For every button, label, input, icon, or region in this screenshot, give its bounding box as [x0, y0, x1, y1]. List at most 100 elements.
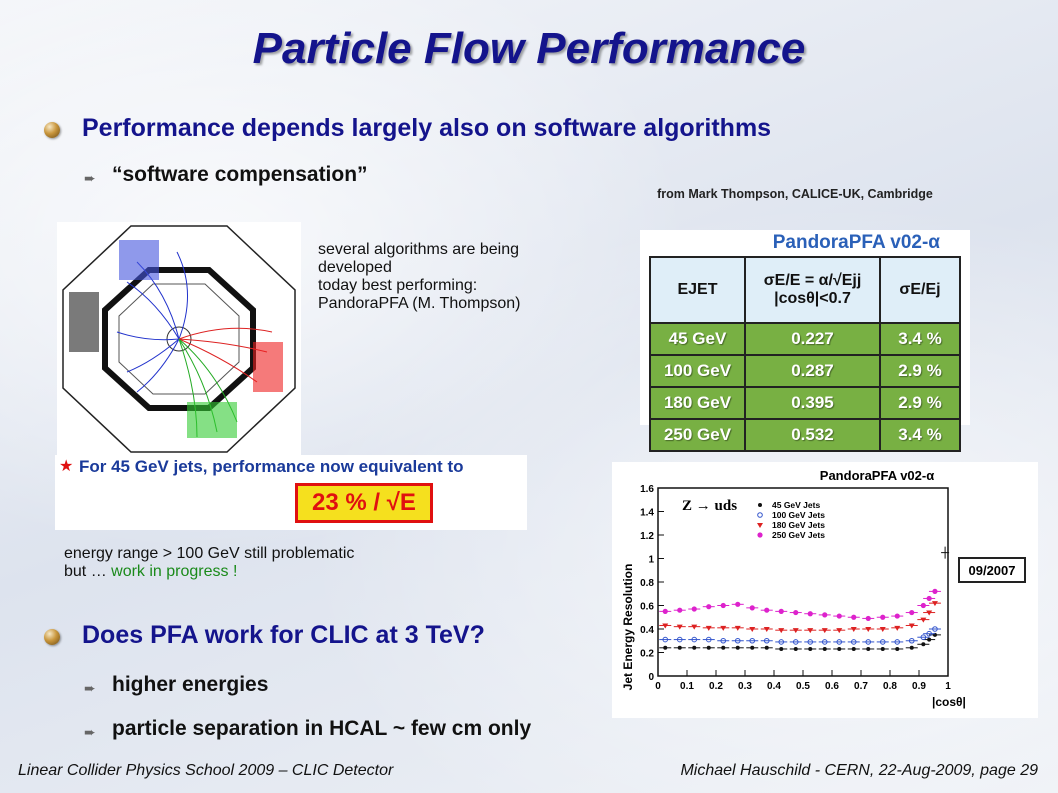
- bullet-2: Does PFA work for CLIC at 3 TeV?: [82, 621, 485, 649]
- progress-text: work in progress !: [111, 563, 238, 580]
- data-point: [866, 646, 871, 651]
- algorithms-note: several algorithms are being developed t…: [318, 241, 521, 312]
- data-point: [735, 601, 741, 607]
- data-point: [850, 639, 857, 645]
- x-tick-label: 0.3: [738, 681, 752, 692]
- data-point: [822, 646, 827, 651]
- data-point: [778, 608, 784, 614]
- date-stamp: 09/2007: [969, 563, 1016, 578]
- data-point: [706, 604, 712, 610]
- header-sigma: σE/Ej: [879, 256, 961, 324]
- data-point: [793, 646, 798, 651]
- data-point: [926, 630, 932, 637]
- data-point: [836, 628, 843, 634]
- page-title: Particle Flow Performance: [252, 24, 806, 73]
- data-point: [749, 637, 756, 644]
- data-point: [662, 636, 669, 643]
- data-point: [879, 639, 886, 645]
- data-point: [778, 628, 785, 634]
- table-row: 45 GeV 0.227 3.4 %: [649, 322, 961, 356]
- sub-bullet-1: “software compensation”: [112, 163, 368, 186]
- performance-box: ★ For 45 GeV jets, performance now equiv…: [55, 455, 527, 530]
- data-point: [779, 646, 784, 651]
- green-cluster: [187, 402, 237, 438]
- y-tick-label: 1.4: [640, 508, 654, 519]
- sub-bullet-2b: particle separation in HCAL ~ few cm onl…: [112, 717, 532, 740]
- y-tick-label: 1: [648, 555, 654, 566]
- legend-marker: [758, 503, 762, 507]
- data-point: [807, 628, 814, 634]
- data-point: [865, 639, 872, 645]
- arrow-icon: ➨: [84, 680, 96, 696]
- data-point: [920, 617, 927, 623]
- legend-label: 100 GeV Jets: [772, 510, 825, 520]
- red-cluster: [253, 342, 283, 392]
- table-title: PandoraPFA v02-α: [772, 232, 940, 253]
- legend-label: 250 GeV Jets: [772, 530, 825, 540]
- data-point: [927, 637, 932, 642]
- data-point: [705, 636, 712, 643]
- x-tick-label: 0.1: [680, 681, 694, 692]
- data-point: [662, 623, 669, 629]
- event-display: [57, 222, 301, 456]
- footer-right: Michael Hauschild - CERN, 22-Aug-2009, p…: [680, 762, 1038, 779]
- x-tick-label: 0.6: [825, 681, 839, 692]
- data-point: [706, 645, 711, 650]
- sub-bullet-2a: higher energies: [112, 673, 269, 696]
- bullet-icon: [44, 629, 60, 645]
- x-tick-label: 0.9: [912, 681, 926, 692]
- performance-note: For 45 GeV jets, performance now equival…: [79, 457, 464, 476]
- chart-annotation: Z → uds: [682, 498, 737, 514]
- data-point: [909, 645, 914, 650]
- resolution-chart: PandoraPFA v02-α Z → uds 09/2007 Jet Ene…: [612, 462, 1038, 718]
- data-point: [836, 639, 843, 645]
- data-point: [865, 615, 871, 622]
- data-point: [895, 646, 900, 651]
- data-point: [851, 646, 856, 651]
- data-point: [836, 613, 842, 619]
- pandora-table-panel: PandoraPFA v02-α EJET σE/E = α/√Ejj |cos…: [640, 230, 970, 452]
- y-tick-label: 0.2: [640, 649, 654, 660]
- data-point: [677, 645, 682, 650]
- x-axis-label: |cosθ|: [932, 695, 966, 709]
- data-point: [691, 636, 698, 643]
- data-point: [734, 637, 741, 644]
- data-point: [821, 639, 828, 645]
- legend-marker: [757, 512, 763, 518]
- legend-marker: [757, 532, 763, 538]
- y-tick-label: 1.6: [640, 484, 654, 495]
- x-tick-label: 1: [945, 681, 951, 692]
- data-point: [821, 628, 828, 634]
- data-point: [735, 645, 740, 650]
- data-point: [920, 634, 927, 641]
- data-point: [749, 605, 755, 611]
- data-point: [894, 639, 901, 645]
- y-tick-label: 0.8: [640, 578, 654, 589]
- table-row: 250 GeV 0.532 3.4 %: [649, 418, 961, 452]
- data-point: [663, 645, 668, 650]
- detector-outer-octagon: [62, 225, 296, 453]
- data-point: [865, 627, 872, 632]
- data-point: [691, 606, 697, 612]
- y-axis-label: Jet Energy Resolution: [621, 564, 635, 691]
- arrow-icon: ➨: [84, 170, 96, 186]
- chart-svg: PandoraPFA v02-α Z → uds 09/2007 Jet Ene…: [621, 468, 1026, 709]
- y-tick-label: 0: [648, 672, 654, 683]
- data-point: [879, 627, 886, 632]
- black-cluster: [69, 292, 99, 352]
- data-point: [851, 614, 857, 620]
- data-point: [720, 637, 727, 644]
- data-point: [880, 614, 886, 620]
- data-point: [926, 595, 932, 602]
- data-point: [894, 625, 901, 631]
- data-point: [720, 625, 727, 631]
- energy-note: energy range > 100 GeV still problematic…: [64, 545, 355, 580]
- data-point: [894, 613, 900, 619]
- data-point: [705, 625, 712, 631]
- table-row: 180 GeV 0.395 2.9 %: [649, 386, 961, 420]
- data-point: [926, 610, 933, 616]
- bullet-icon: [44, 122, 60, 138]
- arrow-icon: ➨: [84, 724, 96, 740]
- data-point: [676, 636, 683, 643]
- data-point: [807, 639, 814, 645]
